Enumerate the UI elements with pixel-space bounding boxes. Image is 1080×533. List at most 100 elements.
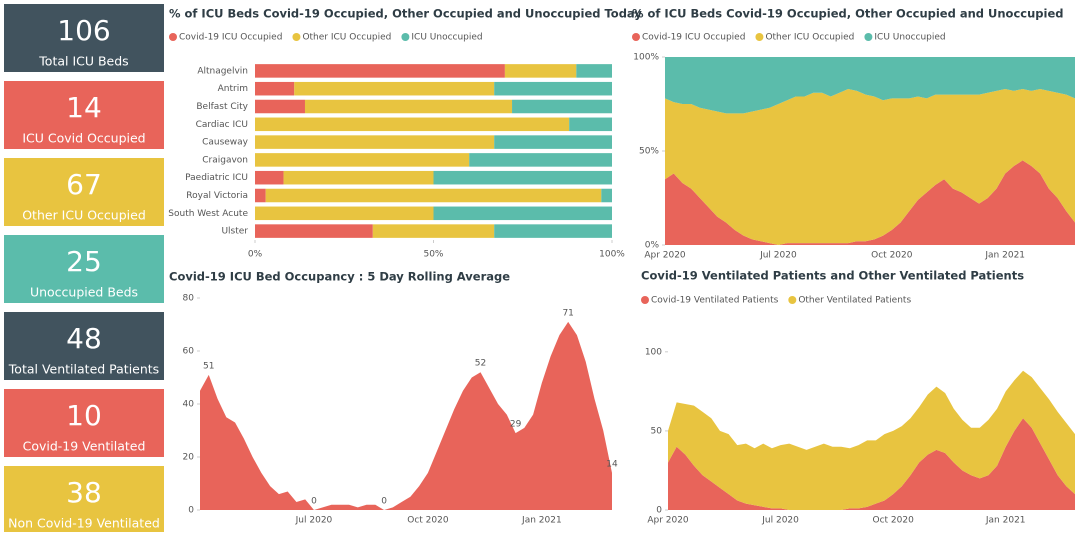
category-label: Ulster <box>221 227 248 237</box>
x-tick-label: Jan 2021 <box>521 516 562 526</box>
legend-swatch <box>755 33 764 41</box>
chart-title: Covid-19 Ventilated Patients and Other V… <box>641 269 1024 283</box>
y-tick-label: 20 <box>183 453 195 463</box>
kpi-label: Total ICU Beds <box>38 54 128 69</box>
bar-segment <box>255 188 266 203</box>
legend-swatch <box>632 33 640 41</box>
bar-segment <box>576 64 612 78</box>
legend-label: Covid-19 Ventilated Patients <box>651 296 779 306</box>
bar-segment <box>255 81 295 96</box>
area <box>665 88 1075 246</box>
legend-label: ICU Unoccupied <box>874 33 945 43</box>
kpi-card <box>4 158 164 226</box>
category-label: South West Acute <box>168 209 248 219</box>
x-tick-label: Apr 2020 <box>644 251 686 261</box>
legend-label: Other ICU Occupied <box>765 33 854 43</box>
bar-segment <box>469 153 612 167</box>
x-tick-label: Jul 2020 <box>761 516 799 526</box>
data-label: 0 <box>311 497 317 507</box>
data-label: 71 <box>562 308 573 318</box>
kpi-card <box>4 4 164 72</box>
bar-segment <box>294 81 495 96</box>
legend-swatch <box>292 33 301 41</box>
area <box>200 321 612 510</box>
legend-swatch <box>401 33 410 41</box>
chart-title: Covid-19 ICU Bed Occupancy : 5 Day Rolli… <box>169 270 510 284</box>
kpi-card <box>4 81 164 149</box>
legend-label: Other Ventilated Patients <box>798 296 911 306</box>
x-tick-label: Oct 2020 <box>407 516 449 526</box>
area <box>665 57 1075 114</box>
kpi-card <box>4 312 164 380</box>
legend-label: Covid-19 ICU Occupied <box>179 33 282 43</box>
category-label: Causeway <box>202 138 249 148</box>
y-tick-label: 100 <box>645 347 662 357</box>
y-tick-label: 50 <box>651 426 663 436</box>
kpi-value: 14 <box>66 91 102 124</box>
x-tick-label: Jul 2020 <box>295 516 333 526</box>
bar-segment <box>255 99 305 114</box>
y-tick-label: 0 <box>188 506 194 516</box>
category-label: Craigavon <box>202 155 248 165</box>
bar-segment <box>255 206 434 221</box>
kpi-card <box>4 235 164 303</box>
kpi-value: 10 <box>66 399 102 432</box>
bar-segment <box>304 99 513 114</box>
y-tick-label: 80 <box>183 294 195 304</box>
area <box>668 370 1075 510</box>
bar-segment <box>494 135 612 149</box>
bar-segment <box>494 81 612 96</box>
category-label: Paediatric ICU <box>185 173 248 183</box>
x-tick-label: 0% <box>248 250 263 260</box>
x-tick-label: Apr 2020 <box>647 516 689 526</box>
category-label: Belfast City <box>196 102 248 112</box>
data-label: 51 <box>203 361 214 371</box>
category-label: Altnagelvin <box>197 66 248 76</box>
bar-segment <box>255 117 570 132</box>
kpi-label: Covid-19 Ventilated <box>23 439 146 454</box>
legend-label: Covid-19 ICU Occupied <box>642 33 745 43</box>
chart-title: % of ICU Beds Covid-19 Occupied, Other O… <box>169 7 642 21</box>
category-label: Royal Victoria <box>186 191 248 201</box>
kpi-card <box>4 466 164 532</box>
bar-segment <box>255 224 373 238</box>
bar-segment <box>569 117 612 132</box>
legend-swatch <box>641 296 649 304</box>
data-label: 0 <box>381 497 387 507</box>
bar-segment <box>433 170 612 185</box>
x-tick-label: Jan 2021 <box>985 516 1026 526</box>
kpi-value: 67 <box>66 168 102 201</box>
category-label: Cardiac ICU <box>196 120 248 130</box>
x-tick-label: Jul 2020 <box>759 251 797 261</box>
data-label: 29 <box>510 420 522 430</box>
y-tick-label: 100% <box>633 53 659 63</box>
kpi-value: 106 <box>57 14 110 47</box>
kpi-label: Other ICU Occupied <box>22 208 146 223</box>
bar-segment <box>504 64 577 78</box>
chart-title: % of ICU Beds Covid-19 Occupied, Other O… <box>632 7 1063 21</box>
y-tick-label: 40 <box>183 400 195 410</box>
kpi-value: 48 <box>66 322 102 355</box>
x-tick-label: Jan 2021 <box>984 251 1025 261</box>
y-tick-label: 0 <box>656 506 662 516</box>
x-tick-label: 50% <box>423 250 443 260</box>
area <box>665 160 1075 245</box>
kpi-card <box>4 389 164 457</box>
bar-segment <box>372 224 495 238</box>
data-label: 14 <box>606 459 618 469</box>
kpi-value: 25 <box>66 245 102 278</box>
bar-segment <box>265 188 602 203</box>
x-tick-label: Oct 2020 <box>872 516 914 526</box>
bar-segment <box>494 224 612 238</box>
legend-label: ICU Unoccupied <box>411 33 482 43</box>
y-tick-label: 50% <box>639 147 659 157</box>
x-tick-label: Oct 2020 <box>871 251 913 261</box>
y-tick-label: 60 <box>183 347 195 357</box>
area <box>668 418 1075 510</box>
y-tick-label: 0% <box>645 241 660 251</box>
legend-swatch <box>788 296 797 304</box>
data-label: 52 <box>475 359 486 369</box>
bar-segment <box>512 99 612 114</box>
legend-swatch <box>864 33 873 41</box>
